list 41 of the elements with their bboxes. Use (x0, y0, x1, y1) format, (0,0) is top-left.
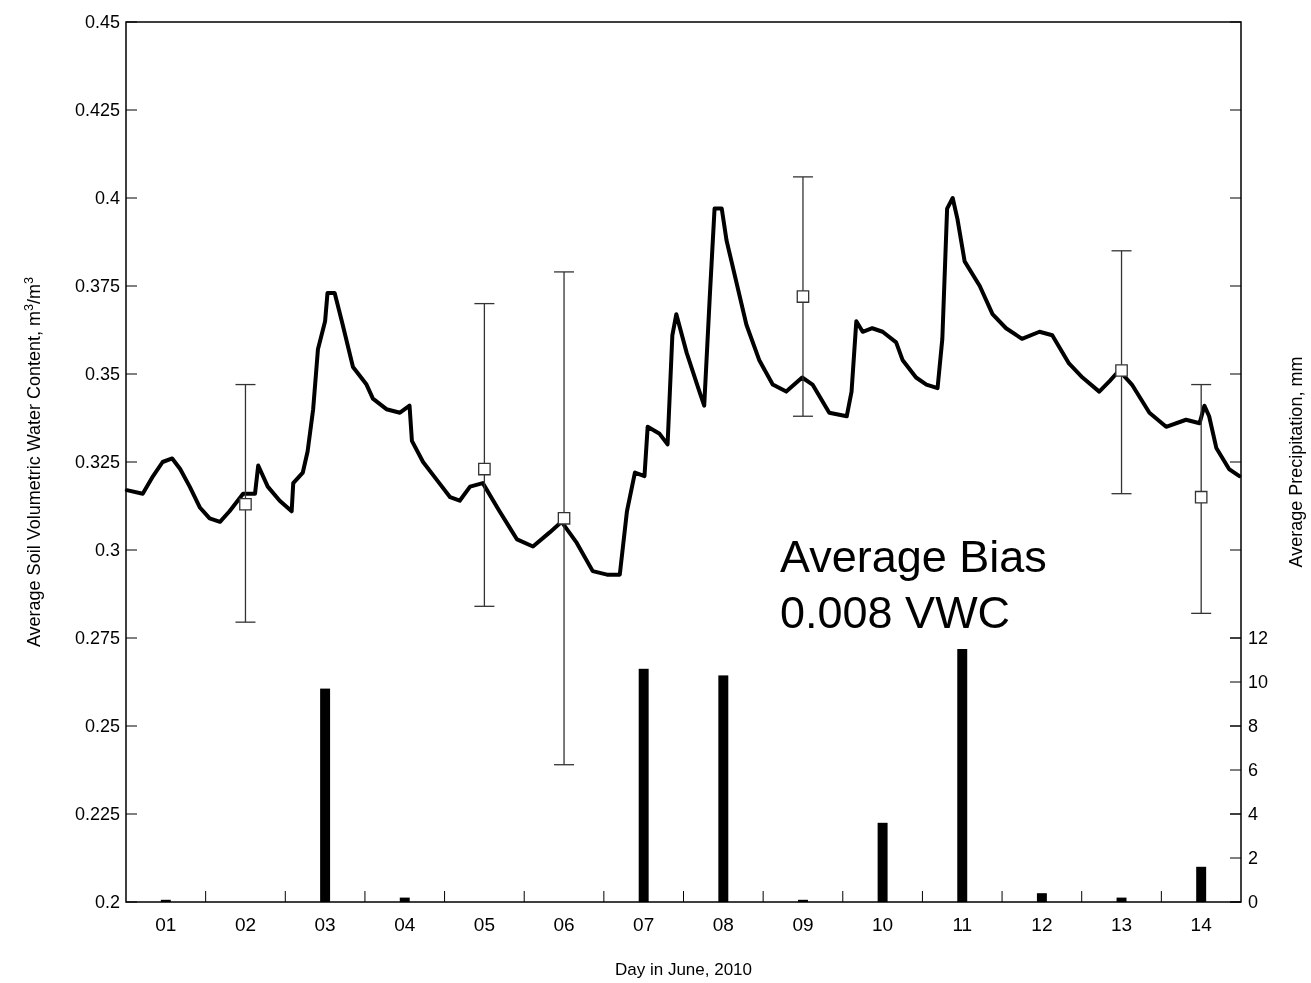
x-tick-label: 09 (792, 914, 814, 935)
y2-tick-label: 2 (1248, 848, 1259, 868)
point (1194, 490, 1208, 504)
y-tick-label: 0.225 (74, 804, 120, 824)
y-tick-label: 0.2 (94, 892, 120, 912)
y2-tick-label: 10 (1248, 672, 1269, 692)
x-tick-label: 08 (712, 914, 734, 935)
x-tick-label: 03 (314, 914, 336, 935)
x-tick-label: 07 (633, 914, 655, 935)
x-tick-label: 11 (952, 914, 973, 935)
y2-tick-label: 8 (1248, 716, 1259, 736)
x-tick-label: 04 (394, 914, 416, 935)
y-tick-label: 0.375 (74, 276, 120, 296)
x-tick-label: 02 (234, 914, 257, 935)
y2-tick-label: 4 (1248, 804, 1259, 824)
y-tick-label: 0.275 (74, 628, 120, 648)
point (1115, 364, 1128, 377)
point (239, 497, 252, 511)
point (478, 462, 491, 476)
point (557, 511, 571, 525)
y2-axis-title: Average Precipitation, mm (1286, 356, 1306, 568)
x-tick-label: 05 (473, 914, 495, 935)
annotation: Average Bias 0.008 VWC (780, 531, 1047, 638)
x-tick-label: 10 (872, 914, 894, 935)
y2-tick-label: 6 (1248, 760, 1259, 780)
y2-tick-label: 0 (1248, 892, 1259, 912)
y-tick-label: 0.3 (94, 540, 120, 560)
x-tick-label: 12 (1031, 914, 1053, 935)
x-tick-label: 01 (155, 914, 177, 935)
x-tick-label: 13 (1110, 914, 1133, 935)
y-tick-label: 0.25 (84, 716, 120, 736)
x-tick-label: 06 (553, 914, 575, 935)
y-tick-label: 0.45 (84, 12, 120, 32)
y2-tick-label: 12 (1248, 628, 1269, 648)
y-tick-label: 0.35 (84, 364, 120, 384)
y-tick-label: 0.325 (74, 452, 120, 472)
point (796, 290, 810, 303)
x-tick-label: 14 (1190, 914, 1213, 935)
x-axis-title: Day in June, 2010 (614, 960, 753, 979)
y-tick-label: 0.4 (94, 188, 120, 208)
y-tick-label: 0.425 (74, 100, 120, 120)
